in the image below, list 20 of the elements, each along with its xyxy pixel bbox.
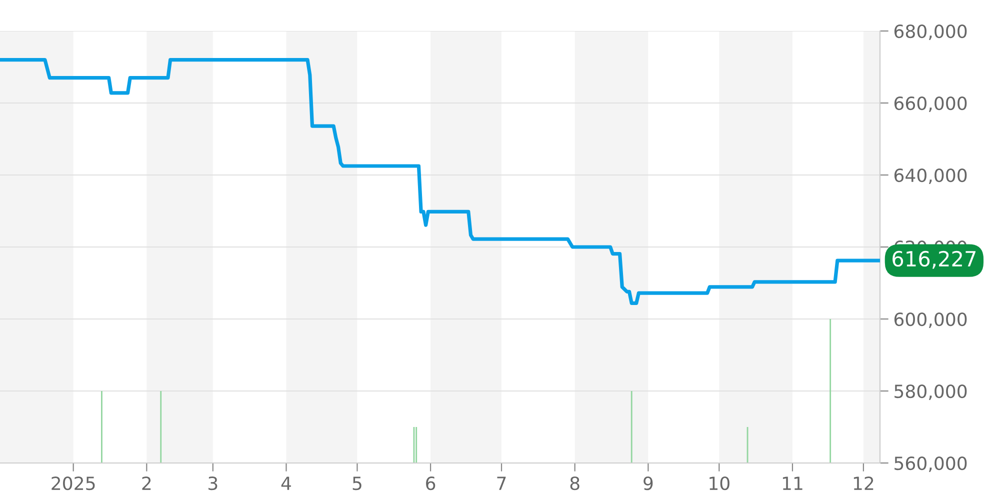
- x-tick-label: 12: [854, 476, 874, 490]
- x-tick-label: 11: [782, 476, 802, 490]
- x-tick-label: 2025: [52, 476, 95, 490]
- x-tick-label: 2: [142, 476, 151, 490]
- y-tick-label: 660,000: [894, 96, 967, 112]
- x-tick-label: 10: [710, 476, 730, 490]
- line-series: [0, 58, 880, 305]
- x-tick-label: 5: [352, 476, 362, 490]
- x-tick-label: 8: [570, 476, 580, 490]
- y-tick-label: 680,000: [894, 24, 967, 40]
- x-tick-label: 7: [497, 476, 506, 490]
- x-tick-label: 3: [208, 476, 218, 490]
- y-tick-label: 640,000: [894, 168, 967, 184]
- y-tick-label: 600,000: [894, 312, 967, 328]
- annotation: 616,227: [892, 250, 976, 269]
- y-tick-label: 580,000: [894, 384, 967, 400]
- x-tick-label: 4: [281, 476, 291, 490]
- x-tick-label: 6: [426, 476, 436, 490]
- x-tick-label: 9: [644, 476, 653, 490]
- y-tick-label: 560,000: [894, 456, 967, 472]
